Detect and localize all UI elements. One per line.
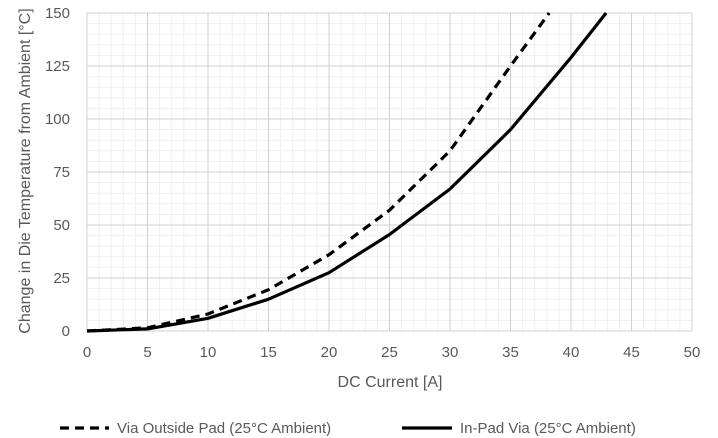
legend: Via Outside Pad (25°C Ambient) In-Pad Via… <box>60 420 636 437</box>
y-tick-label: 150 <box>45 5 70 22</box>
x-tick-label: 35 <box>502 344 519 361</box>
series-line-2 <box>87 12 608 333</box>
x-tick-label: 50 <box>684 344 701 361</box>
x-tick-label: 5 <box>143 344 151 361</box>
major-gridlines <box>86 12 693 332</box>
x-tick-label: 10 <box>200 344 217 361</box>
y-tick-label: 125 <box>45 58 70 75</box>
x-tick-label: 25 <box>381 344 398 361</box>
x-tick-label: 30 <box>442 344 459 361</box>
y-tick-label: 25 <box>53 270 70 287</box>
series-line-1 <box>87 12 551 333</box>
x-axis-title: DC Current [A] <box>338 374 443 391</box>
y-tick-label: 50 <box>53 217 70 234</box>
y-tick-label: 100 <box>45 111 70 128</box>
x-tick-label: 15 <box>260 344 277 361</box>
y-axis-title: Change in Die Temperature from Ambient [… <box>17 8 34 333</box>
y-tick-label: 0 <box>62 323 70 340</box>
x-axis-tick-labels: 0 5 10 15 20 25 30 35 40 45 50 <box>83 344 701 361</box>
plot-series <box>87 12 608 333</box>
x-tick-label: 40 <box>563 344 580 361</box>
x-tick-label: 20 <box>321 344 338 361</box>
x-tick-label: 45 <box>623 344 640 361</box>
y-axis-tick-labels: 0 25 50 75 100 125 150 <box>45 5 70 340</box>
legend-label-2: In-Pad Via (25°C Ambient) <box>460 420 636 437</box>
legend-label-1: Via Outside Pad (25°C Ambient) <box>117 420 331 437</box>
y-tick-label: 75 <box>53 164 70 181</box>
x-tick-label: 0 <box>83 344 91 361</box>
